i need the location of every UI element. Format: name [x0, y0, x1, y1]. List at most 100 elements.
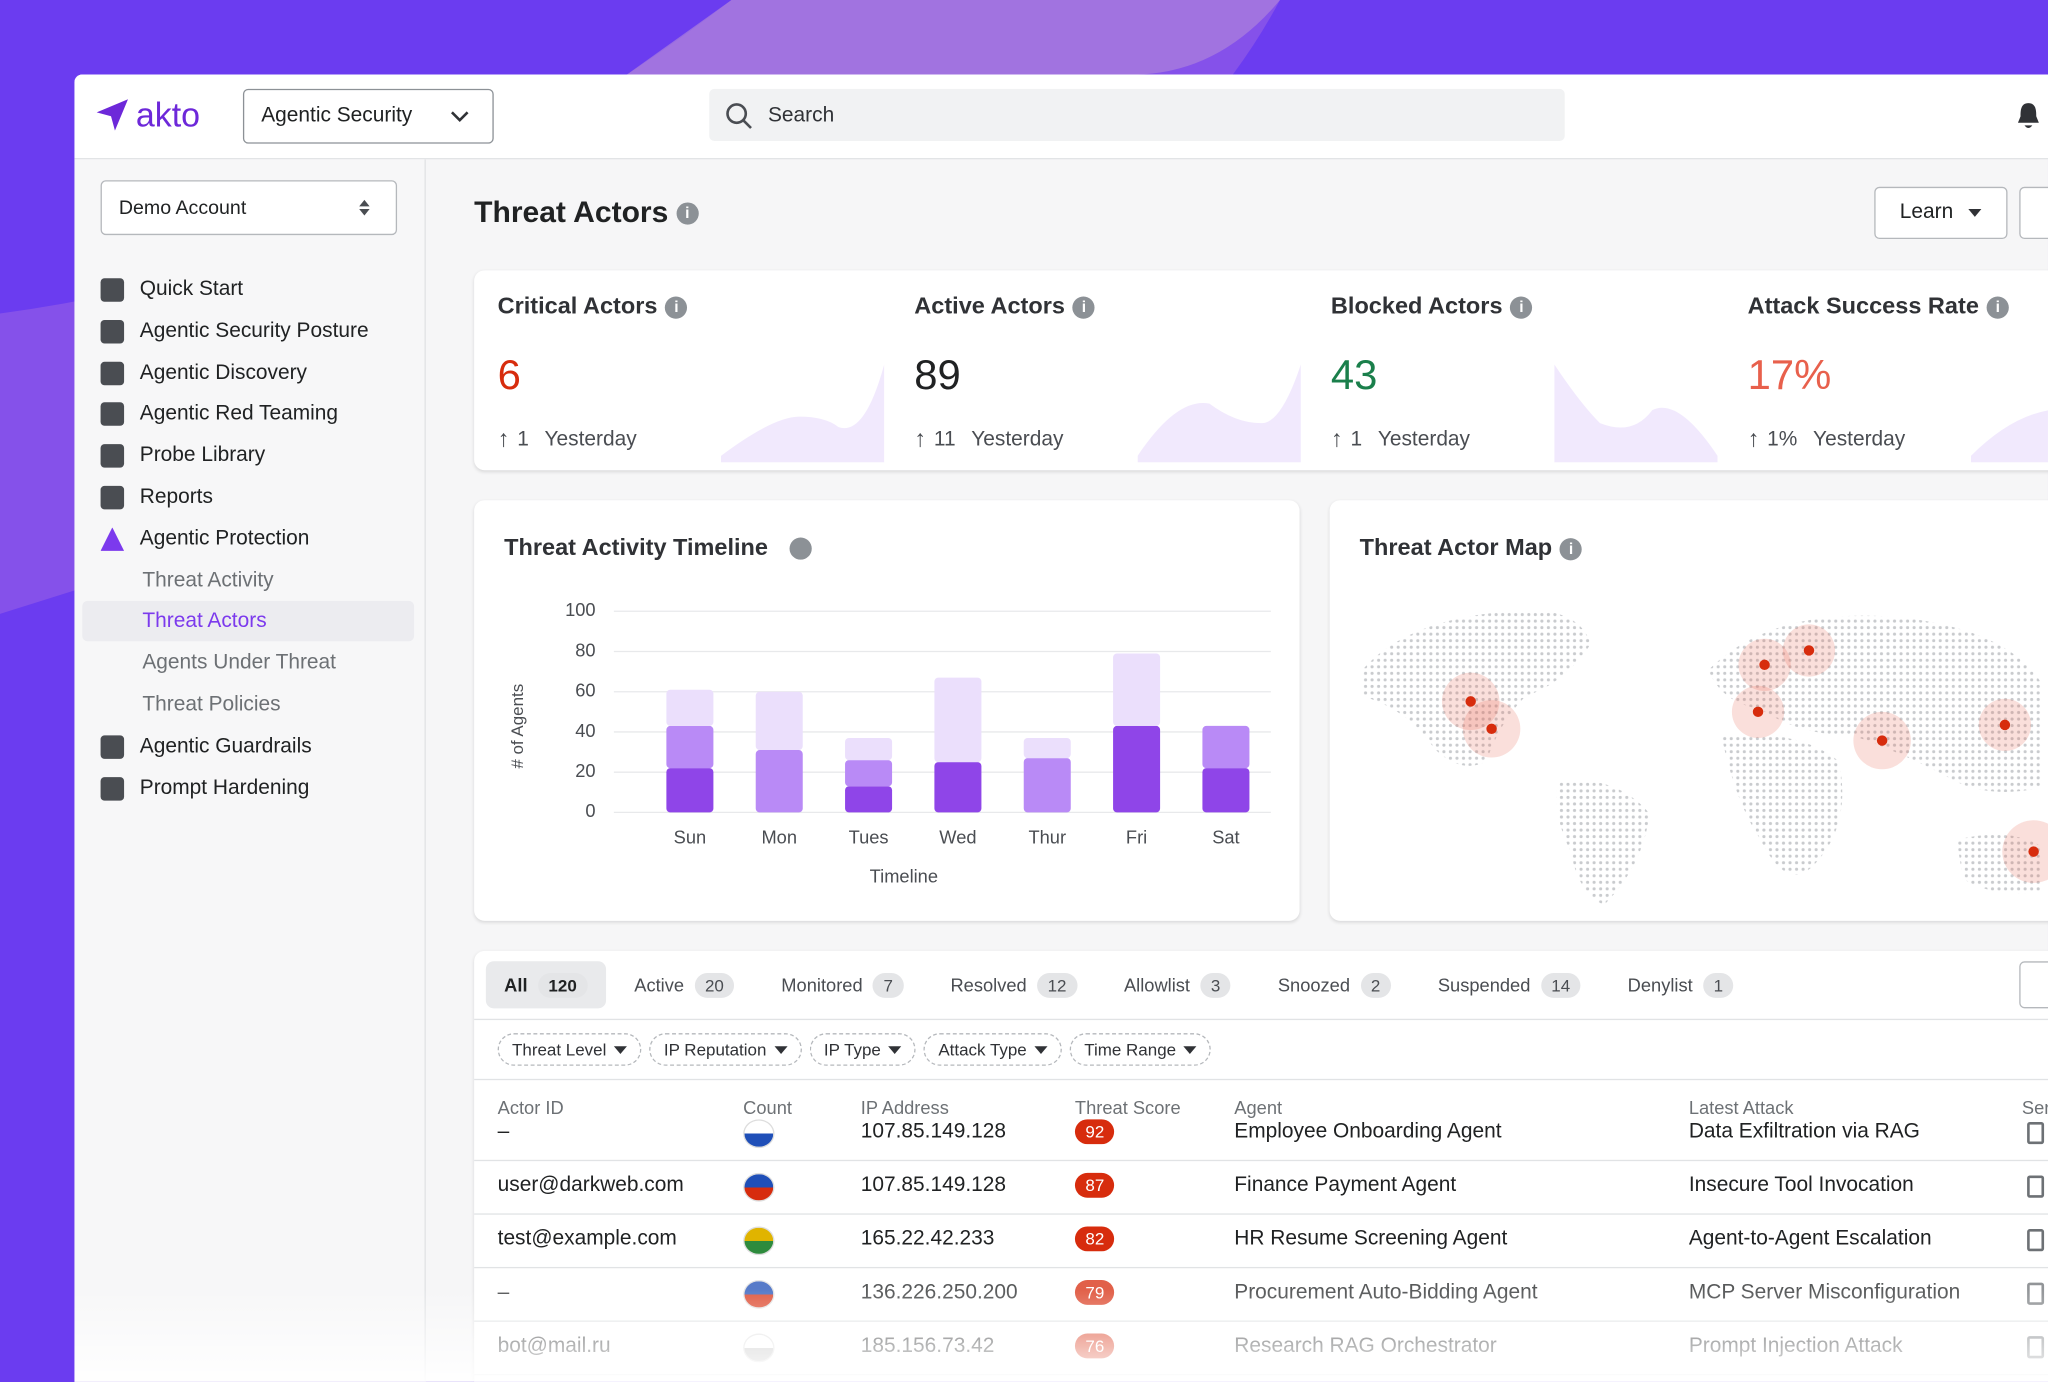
row-action[interactable] [2027, 1229, 2045, 1252]
card-value: 43 [1330, 351, 1378, 399]
nav-label: Agentic Protection [139, 527, 310, 550]
x-tick-label: Mon [761, 826, 797, 847]
nav-label: Probe Library [139, 444, 266, 467]
updown-icon [359, 199, 370, 216]
row-divider [474, 1213, 2048, 1215]
logo: akto [135, 95, 201, 135]
account-label: Demo Account [118, 197, 247, 220]
page-title: Threat Actors i [474, 195, 699, 230]
card-change: ↑ 1% Yesterday [1748, 426, 1906, 453]
change-period: Yesterday [1377, 427, 1471, 450]
chart-title: Threat Activity Timeline [504, 534, 768, 560]
subnav-item[interactable]: Threat Activity [142, 568, 274, 592]
table-search[interactable] [2019, 961, 2048, 1009]
sparkline [1554, 364, 1718, 463]
arrow-up: ↑ [497, 425, 510, 452]
latest-attack: Agent-to-Agent Escalation [1688, 1227, 1932, 1250]
nav-item[interactable]: Prompt Hardening [100, 776, 309, 801]
tab-count: 3 [1200, 972, 1231, 998]
tab[interactable]: Resolved 12 [932, 961, 1095, 1008]
bar-segment [755, 691, 803, 751]
workspace-select[interactable]: Agentic Security [242, 88, 494, 144]
column-header: Agent [1234, 1097, 1283, 1119]
sidebar: Demo Account Quick Start Agentic Security… [74, 159, 426, 1382]
nav-item[interactable]: Agentic Protection [100, 527, 310, 551]
card-value: 89 [914, 351, 961, 399]
account-select[interactable]: Demo Account [100, 180, 398, 236]
threat-score: 87 [1074, 1172, 1115, 1198]
y-tick-label: 80 [575, 639, 595, 660]
change-period: Yesterday [971, 427, 1064, 450]
tab-label: Monitored [781, 974, 863, 996]
info-icon: i [1072, 296, 1096, 319]
search-box[interactable]: Search [709, 88, 1565, 142]
filter-chip[interactable]: Attack Type [923, 1033, 1063, 1066]
timeline-panel: Threat Activity Timeline # of Agents Tim… [474, 500, 1300, 921]
agent: Employee Onboarding Agent [1234, 1120, 1502, 1143]
tab[interactable]: Snoozed 2 [1260, 961, 1410, 1008]
tab[interactable]: All 120 [485, 961, 606, 1009]
nav-item[interactable]: Reports [100, 485, 213, 510]
tab-label: Suspended [1437, 974, 1531, 996]
fade-overlay [74, 1289, 2048, 1382]
change-period: Yesterday [544, 427, 637, 450]
tab-count: 2 [1360, 972, 1391, 998]
filter-chip[interactable]: IP Reputation [649, 1033, 802, 1066]
info-icon [789, 537, 812, 560]
nav-item[interactable]: Agentic Security Posture [100, 319, 369, 344]
threat-score: 92 [1074, 1119, 1115, 1145]
country-flag [743, 1119, 775, 1149]
nav-item[interactable]: Quick Start [100, 278, 243, 302]
y-tick-label: 20 [575, 760, 595, 781]
y-tick-label: 0 [585, 800, 595, 821]
filter-chip[interactable]: Threat Level [497, 1033, 642, 1066]
threat-score: 82 [1074, 1226, 1115, 1252]
x-tick-label: Thur [1028, 826, 1066, 847]
tab[interactable]: Active 20 [616, 961, 753, 1008]
card-title-text: Active Actors [914, 292, 1065, 319]
nav-label: Agentic Security Posture [139, 319, 369, 342]
subnav-item[interactable]: Threat Actors [142, 610, 267, 633]
bar-segment [845, 760, 893, 787]
y-tick-label: 60 [575, 680, 595, 701]
nav-item[interactable]: Agentic Guardrails [100, 735, 312, 759]
caret [774, 1045, 788, 1054]
chevron [450, 111, 469, 123]
filter-label: Attack Type [938, 1039, 1027, 1060]
learn-button[interactable]: Learn [1874, 186, 2008, 240]
actor-id: user@darkweb.com [497, 1174, 684, 1197]
filter-label: Threat Level [511, 1039, 607, 1060]
tab[interactable]: Allowlist 3 [1106, 961, 1249, 1008]
y-tick-label: 40 [575, 720, 595, 741]
card-title-text: Blocked Actors [1330, 292, 1503, 319]
subnav-item[interactable]: Agents Under Threat [142, 651, 336, 675]
country-flag [743, 1172, 775, 1202]
active-highlight [82, 601, 415, 642]
actor-id: – [497, 1120, 510, 1143]
tab[interactable]: Monitored 7 [763, 961, 922, 1008]
row-action[interactable] [2027, 1121, 2045, 1145]
nav-item[interactable]: Agentic Red Teaming [100, 402, 338, 427]
card-value: 17% [1747, 351, 1832, 399]
bar-segment [1202, 725, 1250, 769]
actor-id: test@example.com [497, 1227, 677, 1250]
caret [1034, 1045, 1048, 1054]
change-value: 1% [1767, 427, 1798, 450]
subnav-item[interactable]: Threat Policies [142, 693, 281, 716]
calendar-button[interactable] [2019, 186, 2048, 240]
tab[interactable]: Denylist 1 [1609, 961, 1751, 1008]
filter-label: IP Type [823, 1039, 881, 1060]
filter-chip[interactable]: IP Type [809, 1033, 917, 1066]
nav-icon [100, 402, 125, 427]
bell-icon[interactable] [2015, 101, 2041, 132]
card-change: ↑ 1 Yesterday [498, 426, 637, 453]
nav-item[interactable]: Probe Library [100, 444, 266, 468]
tab[interactable]: Suspended 14 [1420, 961, 1599, 1008]
tab-count: 14 [1540, 972, 1581, 998]
nav-item[interactable]: Agentic Discovery [100, 361, 307, 385]
bar-segment [1202, 768, 1250, 813]
card-change: ↑ 1 Yesterday [1331, 426, 1470, 453]
filter-chip[interactable]: Time Range [1069, 1033, 1212, 1066]
row-action[interactable] [2027, 1175, 2045, 1198]
bar-segment [1113, 653, 1161, 726]
